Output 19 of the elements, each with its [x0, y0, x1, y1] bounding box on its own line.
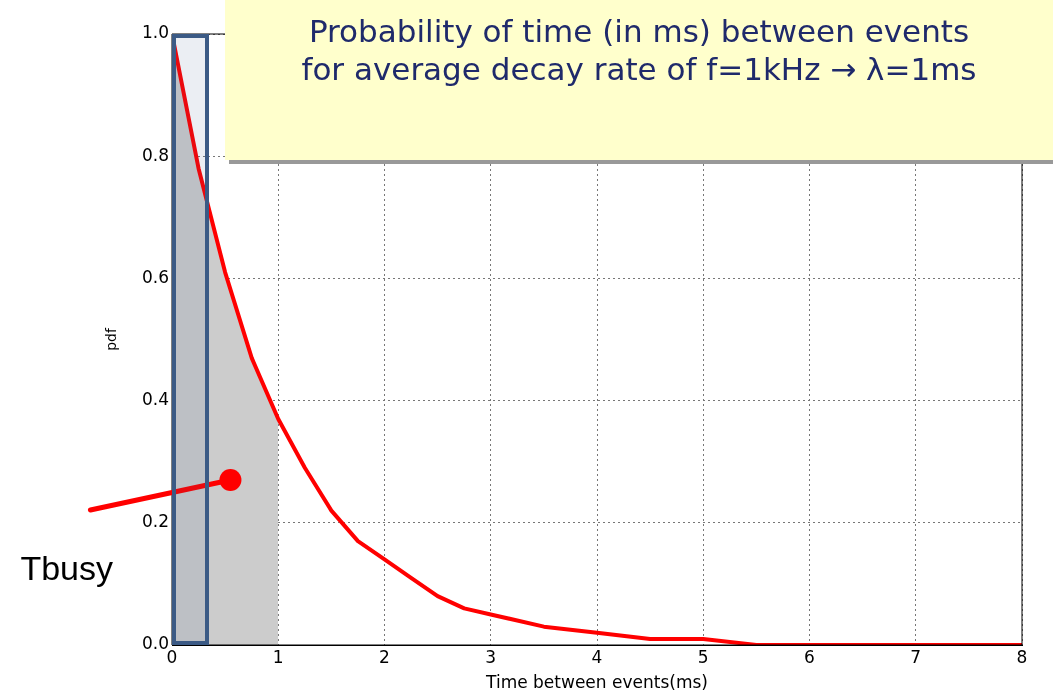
y-tick-label: 0.0: [141, 633, 169, 654]
x-tick-label: 3: [485, 646, 497, 667]
x-tick-label: 1: [272, 646, 284, 667]
y-tick-label: 0.6: [141, 266, 169, 287]
y-tick-label: 0.2: [141, 511, 169, 532]
x-axis-title: Time between events(ms): [485, 672, 708, 693]
x-tick-label: 0: [166, 646, 178, 667]
x-tick-label: 8: [1016, 646, 1028, 667]
x-tick-label: 5: [697, 646, 709, 667]
x-tick-label: 7: [910, 646, 922, 667]
annotation: Tbusy: [20, 549, 114, 588]
x-tick-label: 2: [379, 646, 390, 667]
y-axis-title: pdf: [103, 327, 120, 351]
x-tick-label: 4: [591, 646, 603, 667]
y-tick-label: 1.0: [141, 22, 169, 43]
y-tick-label: 0.4: [141, 389, 169, 410]
x-tick-label: 6: [804, 646, 815, 667]
y-tick-label: 0.8: [141, 144, 169, 165]
chart-title: Probability of time (in ms) between events for average decay rate of f=1kHz → λ=1ms: [300, 12, 978, 88]
